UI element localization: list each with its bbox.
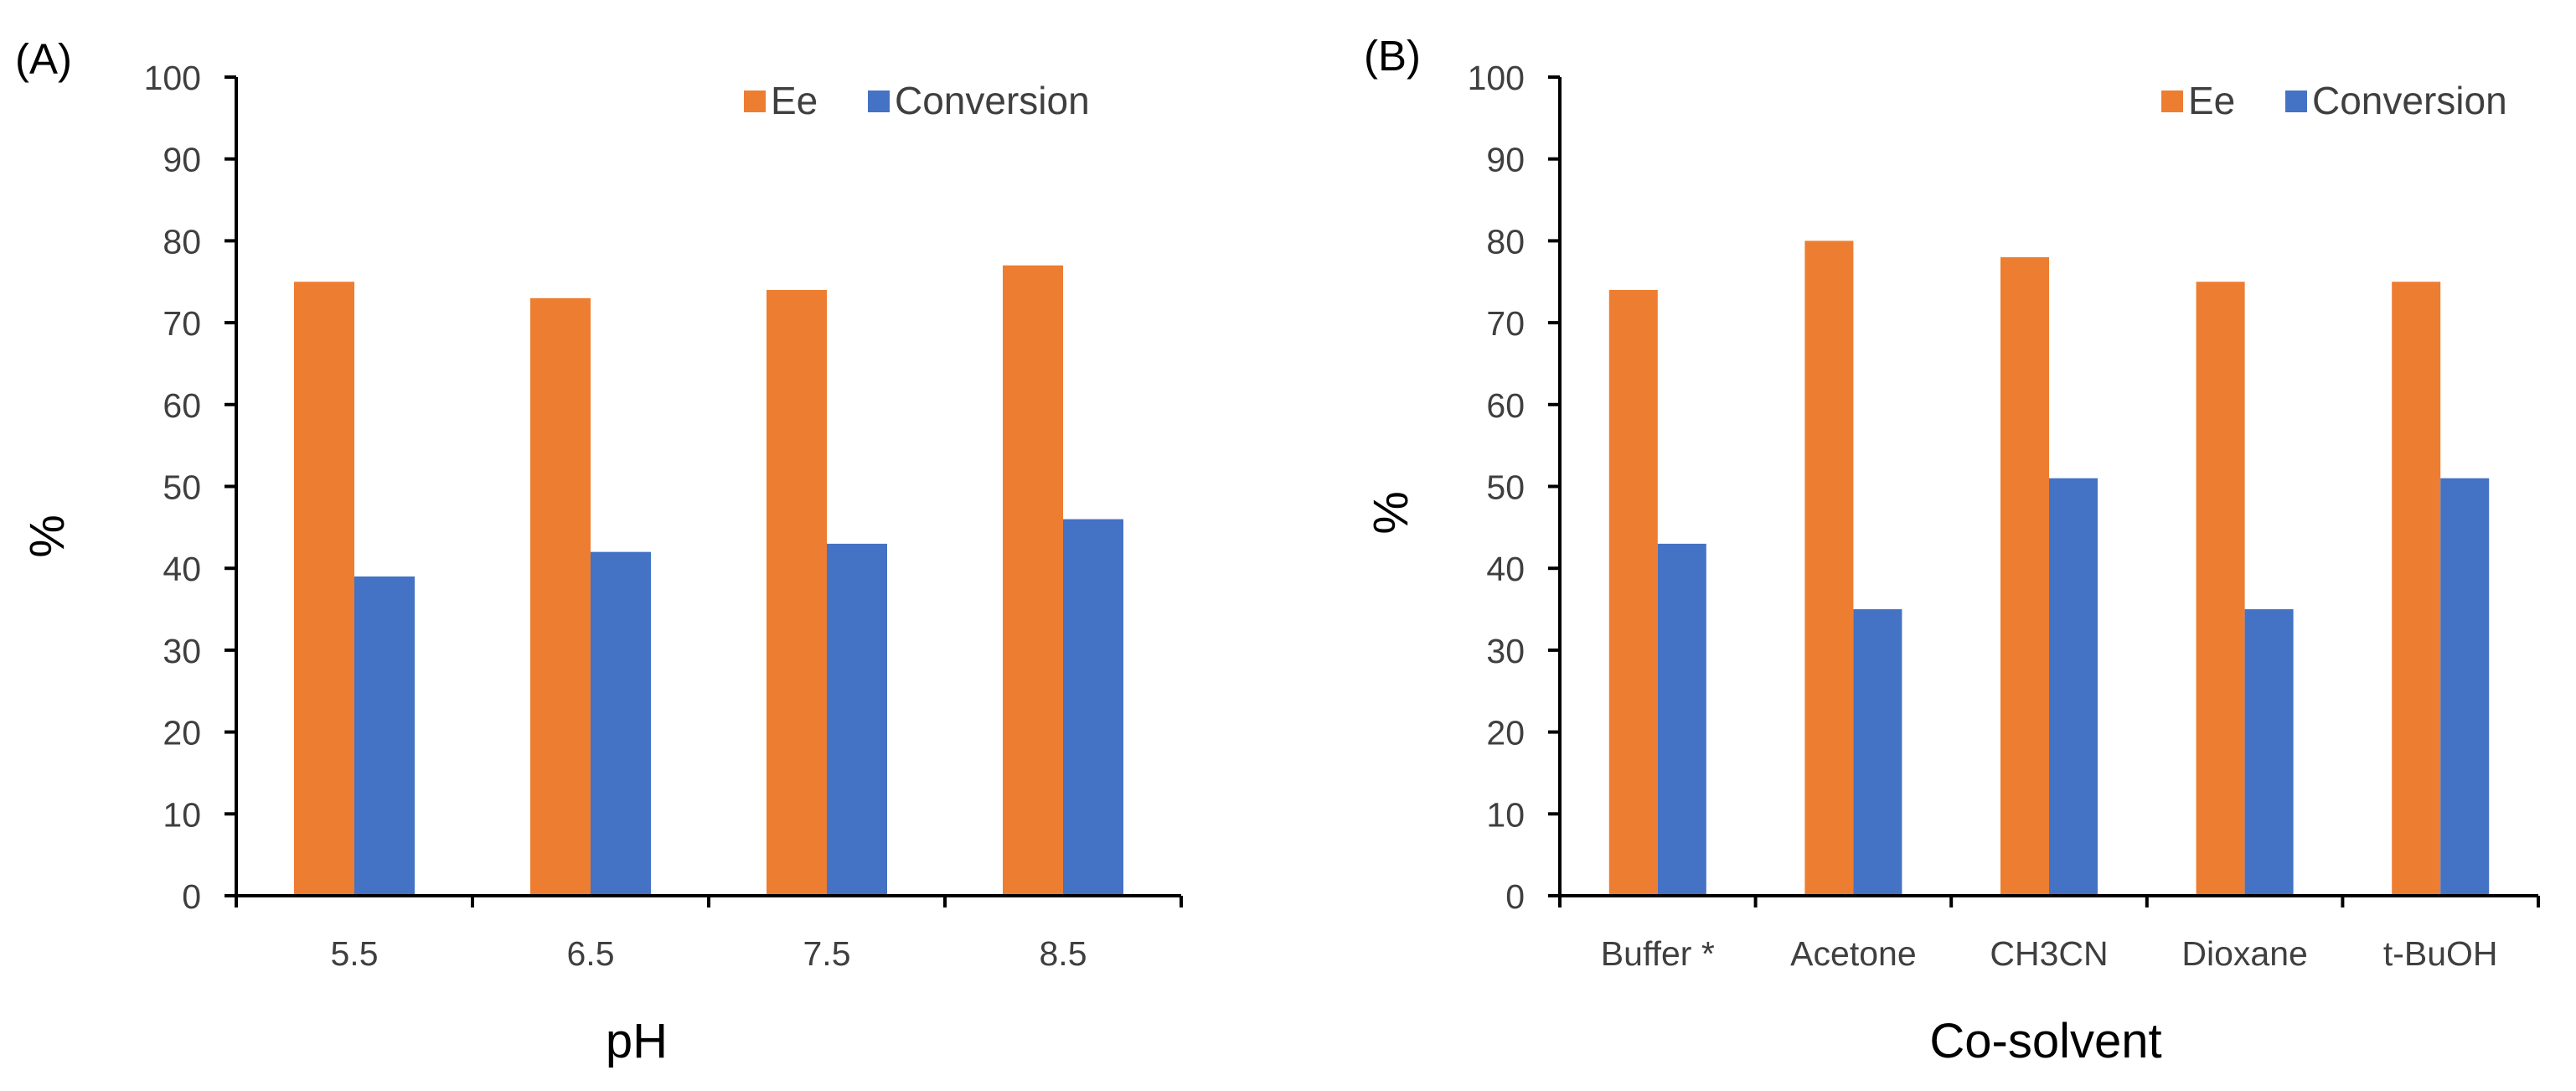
x-tick-label: 5.5 [331,934,379,973]
x-tick-label: 6.5 [567,934,615,973]
x-tick-label: 8.5 [1040,934,1087,973]
bar-conversion-3 [2244,609,2294,896]
panel-a-bars [294,265,1123,897]
x-tick-label: 7.5 [803,934,851,973]
legend-swatch-ee [2161,90,2183,112]
y-tick-label: 20 [163,714,201,752]
panel-b-x-axis-title: Co-solvent [1929,1014,2161,1068]
bar-conversion-3 [1063,519,1123,896]
y-tick-label: 100 [1468,59,1525,97]
bar-ee-0 [1608,290,1658,896]
bar-ee-2 [767,290,827,896]
panel-a-y-axis-title: % [20,514,75,558]
panel-b-axes [1548,75,2540,907]
y-tick-label: 40 [1486,550,1525,588]
bar-conversion-1 [1853,609,1902,896]
bar-conversion-0 [1657,543,1706,896]
bar-ee-2 [2000,256,2049,896]
panel-b-bars [1608,240,2490,896]
y-tick-label: 0 [1505,877,1525,916]
x-tick-label: Acetone [1790,934,1916,973]
panel-a-y-tick-labels: 0 10 20 30 40 50 60 70 80 90 100 [144,59,201,916]
panel-a-legend: Ee Conversion [744,79,1090,122]
panel-a-axes [225,75,1183,907]
y-tick-label: 30 [163,632,201,670]
y-tick-label: 60 [163,386,201,425]
y-tick-label: 0 [182,877,201,916]
y-tick-label: 70 [1486,304,1525,343]
y-tick-label: 20 [1486,714,1525,752]
bar-conversion-0 [354,576,415,896]
y-tick-label: 80 [163,222,201,261]
legend-swatch-conversion [868,90,890,112]
panel-b-x-tick-labels: Buffer * Acetone CH3CN Dioxane t-BuOH [1601,934,2498,973]
bar-conversion-4 [2440,478,2490,896]
y-tick-label: 10 [163,795,201,834]
legend-swatch-conversion [2285,90,2307,112]
y-tick-label: 90 [163,141,201,179]
y-tick-label: 90 [1486,141,1525,179]
panel-b-y-axis-title: % [1364,491,1418,535]
bar-ee-1 [1804,240,1854,896]
y-tick-label: 10 [1486,795,1525,834]
panel-a-label: (A) [15,35,72,83]
y-tick-label: 50 [163,468,201,507]
bar-ee-1 [530,297,591,896]
y-tick-label: 40 [163,550,201,588]
bar-conversion-2 [827,543,887,896]
x-tick-label: Dioxane [2181,934,2307,973]
bar-conversion-2 [2049,478,2098,896]
legend-label-conversion: Conversion [2312,79,2507,122]
x-tick-label: CH3CN [1990,934,2108,973]
panel-b-y-tick-labels: 0 10 20 30 40 50 60 70 80 90 100 [1468,59,1525,916]
y-tick-label: 80 [1486,222,1525,261]
panel-a-x-axis-title: pH [606,1014,668,1068]
y-tick-label: 30 [1486,632,1525,670]
panel-b-legend: Ee Conversion [2161,79,2507,122]
bar-ee-3 [1003,265,1063,897]
legend-label-conversion: Conversion [895,79,1090,122]
legend-label-ee: Ee [2188,79,2235,122]
y-tick-label: 50 [1486,468,1525,507]
legend-swatch-ee [744,90,766,112]
x-tick-label: Buffer * [1601,934,1715,973]
bar-ee-0 [294,282,354,896]
bar-ee-3 [2196,282,2245,896]
y-tick-label: 60 [1486,386,1525,425]
panel-b-label: (B) [1364,32,1421,80]
x-tick-label: t-BuOH [2383,934,2498,973]
bar-ee-4 [2392,282,2441,896]
y-tick-label: 70 [163,304,201,343]
y-tick-label: 100 [144,59,201,97]
bar-conversion-1 [591,551,651,896]
panel-a-x-tick-labels: 5.5 6.5 7.5 8.5 [331,934,1087,973]
panel-b: (B) 0 10 20 30 40 50 60 70 80 90 100 Buffer * Aceto… [1364,32,2540,1068]
legend-label-ee: Ee [771,79,818,122]
